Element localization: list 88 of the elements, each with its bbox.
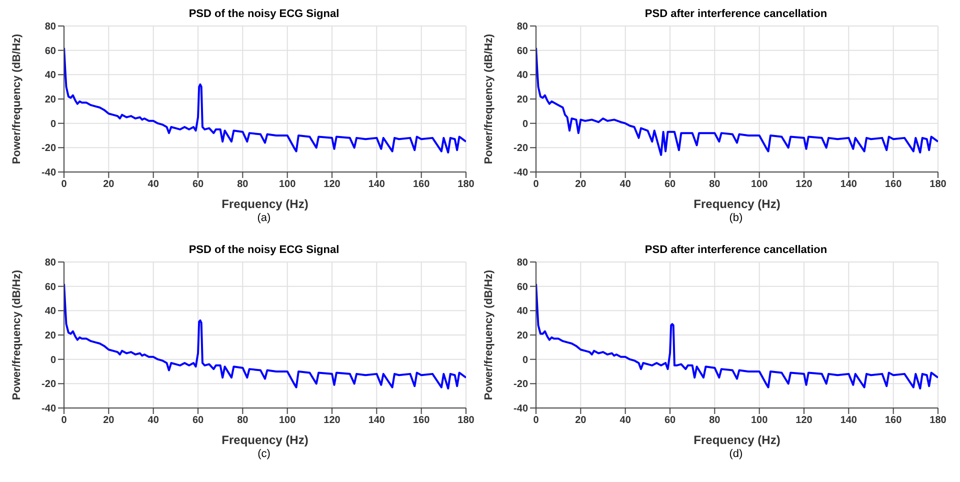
y-tick-label: 80	[516, 258, 528, 269]
x-tick-label: 100	[278, 415, 296, 426]
x-tick-label: 0	[61, 415, 68, 426]
x-axis-title: Frequency (Hz)	[694, 197, 780, 211]
y-tick-label: 40	[516, 306, 528, 318]
y-tick-label: 80	[516, 22, 528, 33]
x-tick-label: 80	[709, 415, 721, 426]
y-tick-label: 60	[44, 46, 56, 57]
x-tick-label: 180	[930, 415, 947, 426]
y-tick-label: -20	[514, 379, 528, 390]
x-tick-label: 100	[278, 179, 296, 190]
y-tick-label: 0	[50, 354, 56, 366]
y-tick-label: 60	[516, 46, 528, 57]
x-tick-label: 40	[620, 415, 632, 426]
x-tick-label: 0	[533, 415, 540, 426]
x-tick-label: 160	[412, 179, 430, 190]
y-tick-label: 20	[516, 94, 528, 106]
x-tick-label: 160	[412, 415, 430, 426]
chart-title: PSD after interference cancellation	[644, 8, 828, 22]
x-tick-label: 80	[237, 415, 249, 426]
y-tick-label: -40	[42, 168, 56, 179]
x-tick-label: 80	[237, 179, 249, 190]
x-tick-label: 40	[148, 179, 160, 190]
x-tick-label: 180	[930, 179, 947, 190]
x-tick-label: 120	[796, 179, 813, 190]
y-tick-label: 40	[44, 70, 56, 82]
x-tick-label: 120	[796, 415, 813, 426]
line-series	[536, 282, 938, 390]
x-tick-label: 40	[148, 415, 160, 426]
x-tick-label: 160	[884, 415, 902, 426]
text: (c)	[256, 448, 272, 460]
x-tick-label: 60	[664, 179, 676, 190]
x-tick-label: 40	[620, 179, 632, 190]
chart-title: PSD of the noisy ECG Signal	[188, 8, 340, 22]
y-tick-label: 60	[516, 282, 528, 293]
line-series	[64, 46, 466, 154]
y-tick-label: -20	[514, 143, 528, 154]
x-tick-label: 20	[103, 179, 115, 190]
y-axis-title: Power/frequency (dB/Hz)	[10, 270, 23, 400]
x-tick-label: 120	[324, 415, 341, 426]
x-axis-title: Frequency (Hz)	[222, 433, 308, 447]
x-tick-label: 80	[709, 179, 721, 190]
y-tick-label: -40	[42, 404, 56, 415]
chart-title: PSD of the noisy ECG Signal	[188, 244, 340, 258]
x-axis-title: Frequency (Hz)	[222, 197, 308, 211]
x-tick-label: 160	[884, 179, 902, 190]
y-tick-label: -20	[42, 379, 56, 390]
y-tick-label: 80	[44, 22, 56, 33]
x-tick-label: 0	[533, 179, 540, 190]
y-tick-label: 40	[516, 70, 528, 82]
x-tick-label: 20	[575, 179, 587, 190]
y-tick-label: 20	[44, 94, 56, 106]
line-series	[64, 282, 466, 390]
x-tick-label: 60	[192, 179, 204, 190]
y-tick-label: 20	[516, 330, 528, 342]
text: (a)	[256, 212, 272, 224]
y-tick-label: 0	[522, 354, 528, 366]
x-tick-label: 140	[368, 179, 386, 190]
y-tick-label: 20	[44, 330, 56, 342]
y-tick-label: 40	[44, 306, 56, 318]
x-tick-label: 20	[575, 415, 587, 426]
y-tick-label: -20	[42, 143, 56, 154]
x-tick-label: 60	[192, 415, 204, 426]
y-tick-label: 60	[44, 282, 56, 293]
x-tick-label: 140	[840, 179, 858, 190]
line-series	[536, 46, 938, 156]
y-tick-label: 0	[50, 118, 56, 130]
y-axis-title: Power/frequency (dB/Hz)	[10, 34, 23, 164]
x-tick-label: 0	[61, 179, 68, 190]
text: (d)	[728, 448, 744, 460]
y-axis-title: Power/frequency (dB/Hz)	[482, 34, 495, 164]
y-tick-label: 80	[44, 258, 56, 269]
x-tick-label: 140	[840, 415, 858, 426]
text: (b)	[728, 212, 744, 224]
y-tick-label: -40	[514, 404, 528, 415]
x-tick-label: 60	[664, 415, 676, 426]
x-axis-title: Frequency (Hz)	[694, 433, 780, 447]
chart-title: PSD after interference cancellation	[644, 244, 828, 258]
x-tick-label: 100	[750, 415, 768, 426]
x-tick-label: 140	[368, 415, 386, 426]
y-tick-label: -40	[514, 168, 528, 179]
x-tick-label: 20	[103, 415, 115, 426]
y-axis-title: Power/frequency (dB/Hz)	[482, 270, 495, 400]
x-tick-label: 120	[324, 179, 341, 190]
x-tick-label: 180	[458, 415, 475, 426]
x-tick-label: 100	[750, 179, 768, 190]
x-tick-label: 180	[458, 179, 475, 190]
y-tick-label: 0	[522, 118, 528, 130]
